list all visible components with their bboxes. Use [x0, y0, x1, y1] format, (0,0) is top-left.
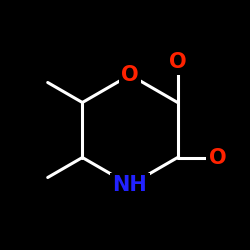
Text: O: O [169, 52, 186, 72]
Text: NH: NH [112, 175, 148, 195]
Text: O: O [209, 148, 226, 168]
Text: O: O [121, 65, 139, 85]
